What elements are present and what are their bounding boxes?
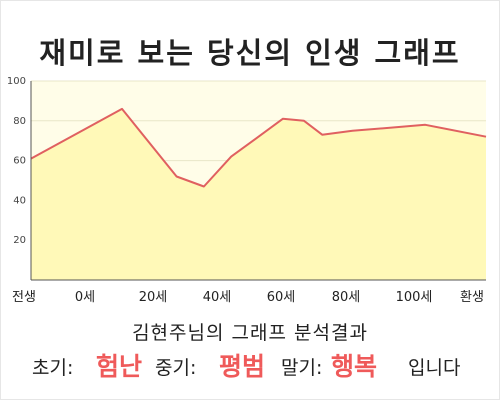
early-label: 초기: [32,357,74,379]
y-tick-label: 40 [13,195,26,206]
early-value: 험난 [96,352,143,381]
series-line [30,107,487,188]
x-tick-label: 전생 [12,290,36,305]
x-tick-label: 20세 [139,290,168,305]
y-tick-label: 100 [7,76,26,87]
late-value: 행복 [331,352,378,381]
x-tick-label: 0세 [75,290,95,305]
x-tick-label: 40세 [203,290,232,305]
y-tick-label: 60 [13,156,26,167]
mid-label: 중기: [155,357,197,379]
x-tick-label: 60세 [267,290,296,305]
late-label: 말기: [281,357,323,379]
mid-value: 평범 [219,352,266,381]
y-tick-label: 20 [13,235,26,246]
chart-title: 재미로 보는 당신의 인생 그래프 [39,36,461,70]
y-tick-label: 80 [13,116,26,127]
result-suffix: 입니다 [408,357,461,379]
x-tick-label: 100세 [396,290,433,305]
x-tick-label: 환생 [460,290,484,305]
analysis-result: 초기: 험난 중기: 평범 말기: 행복 입니다 [0,345,500,385]
analysis-subtitle: 김현주님의 그래프 분석결과 [132,322,368,344]
area-fill [31,108,486,281]
x-tick-label: 80세 [332,290,361,305]
